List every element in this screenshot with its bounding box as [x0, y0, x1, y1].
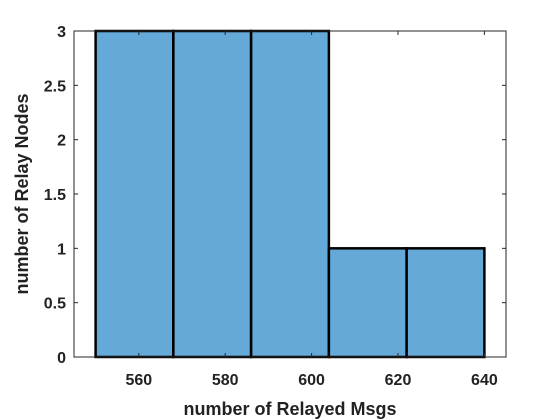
- x-tick-label-620: 620: [385, 372, 412, 389]
- y-tick-label-4: 2: [57, 133, 66, 150]
- y-tick-label-5: 2.5: [44, 78, 66, 95]
- y-tick-label-1: 0.5: [44, 296, 66, 313]
- bars-layer: [94, 29, 486, 359]
- y-tick-label-0: 0: [57, 350, 66, 367]
- histogram-bar-4: [327, 247, 408, 359]
- y-tick-label-3: 1.5: [44, 187, 66, 204]
- y-axis-title: number of Relay Nodes: [12, 93, 32, 294]
- ticks-layer: 560 580 600 620 640 0 0.5 1 1.5 2 2.5 3: [44, 24, 506, 389]
- y-tick-label-2: 1: [57, 241, 66, 258]
- y-tick-label-6: 3: [57, 24, 66, 41]
- x-axis-title: number of Relayed Msgs: [183, 399, 396, 419]
- histogram-bar-1: [94, 29, 175, 359]
- x-tick-label-580: 580: [212, 372, 239, 389]
- histogram-bar-3: [249, 29, 331, 359]
- x-tick-label-560: 560: [125, 372, 152, 389]
- x-tick-label-600: 600: [298, 372, 325, 389]
- histogram-bar-2: [172, 29, 253, 359]
- histogram-bar-5: [405, 247, 486, 359]
- x-tick-label-640: 640: [471, 372, 498, 389]
